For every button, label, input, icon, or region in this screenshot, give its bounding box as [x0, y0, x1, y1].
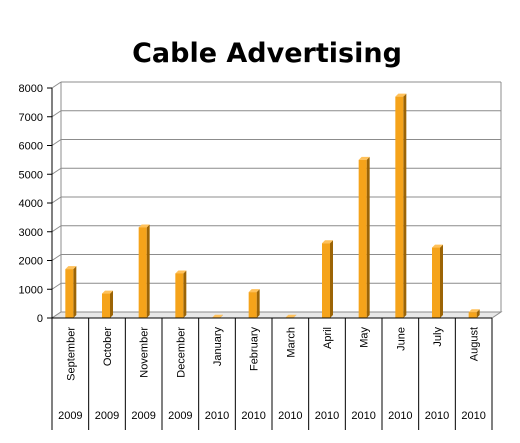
year-label: 2009 [131, 410, 155, 422]
year-label: 2009 [95, 410, 119, 422]
gridline-depth [51, 196, 62, 204]
y-tick-label: 5000 [19, 169, 43, 181]
gridline-depth [51, 254, 62, 261]
bar-top [432, 244, 443, 248]
y-tick-label: 2000 [19, 256, 43, 268]
bar-top [285, 314, 297, 318]
gridline-depth [51, 110, 62, 118]
year-label: 2010 [425, 410, 449, 422]
month-label: October [102, 327, 114, 366]
plot-area [50, 81, 503, 319]
month-label: June [395, 327, 407, 351]
bars-layer [65, 93, 480, 319]
bar [248, 289, 260, 318]
bar [175, 270, 187, 318]
year-label: 2010 [315, 410, 339, 422]
gridline-depth [51, 225, 62, 233]
bar [138, 224, 150, 318]
bar-side [183, 270, 187, 318]
bar-top [102, 290, 113, 294]
bar [65, 266, 77, 318]
year-label: 2010 [205, 410, 229, 422]
bar-side [366, 156, 370, 318]
chart-title: Cable Advertising [132, 38, 402, 69]
y-tick-label: 3000 [19, 227, 43, 239]
year-label: 2009 [168, 410, 192, 422]
bar [358, 156, 370, 318]
gridline-depth [51, 282, 62, 290]
bar-top [248, 289, 260, 293]
month-label: February [249, 327, 261, 372]
bar-front [468, 312, 477, 318]
bar-side [256, 289, 260, 318]
bar-side [293, 314, 297, 318]
bar-top [322, 240, 333, 244]
month-label: November [139, 327, 151, 378]
bar-top [65, 266, 77, 270]
y-tick-label: 6000 [19, 141, 43, 153]
bar-side [330, 240, 333, 318]
bar-front [138, 227, 147, 318]
bar [432, 244, 443, 318]
gridline-depth [51, 81, 62, 89]
year-label: 2010 [351, 410, 375, 422]
bar-front [65, 269, 74, 318]
month-label: December [175, 327, 187, 378]
y-tick-label: 4000 [19, 198, 43, 210]
month-label: May [359, 327, 371, 348]
bar [468, 309, 480, 318]
bar-top [212, 314, 223, 318]
bar [102, 290, 113, 318]
bar-side [146, 224, 150, 318]
month-label: April [322, 327, 334, 349]
bar-top [175, 270, 187, 274]
bar-side [403, 93, 407, 318]
bar-front [248, 292, 257, 318]
month-label: August [469, 327, 481, 361]
bar-front [175, 273, 184, 318]
y-tick-label: 0 [37, 313, 43, 325]
year-label: 2009 [58, 410, 82, 422]
bar-side [73, 266, 77, 318]
bar [395, 93, 407, 318]
y-tick-label: 7000 [19, 112, 43, 124]
gridline-depth [51, 167, 62, 175]
bar-front [358, 159, 367, 318]
bar-top [468, 309, 480, 313]
month-label: March [285, 327, 297, 358]
bar-top [358, 156, 370, 160]
month-label: September [65, 327, 77, 381]
year-label: 2010 [388, 410, 412, 422]
bar [322, 240, 333, 318]
year-label: 2010 [241, 410, 265, 422]
bar-front [395, 96, 404, 318]
y-axis: 0 1000 2000 3000 4000 5000 6000 7000 8000 [19, 83, 53, 325]
bar-front [102, 293, 110, 318]
bar-side [440, 244, 443, 318]
gridline-depth [51, 139, 62, 146]
y-tick-label: 1000 [19, 284, 43, 296]
bar-side [110, 290, 113, 318]
y-tick-label: 8000 [19, 83, 43, 95]
month-label: July [432, 327, 444, 347]
year-label: 2010 [461, 410, 485, 422]
bar-side [476, 309, 480, 318]
month-label: January [212, 327, 224, 367]
bar-side [220, 314, 223, 318]
x-axis: September 2009 October 2009 November 2009 Dece… [51, 317, 493, 430]
bar-front [322, 243, 330, 318]
bar-top [395, 93, 407, 97]
bar-top [138, 224, 150, 228]
bar-front [432, 247, 440, 318]
year-label: 2010 [278, 410, 302, 422]
